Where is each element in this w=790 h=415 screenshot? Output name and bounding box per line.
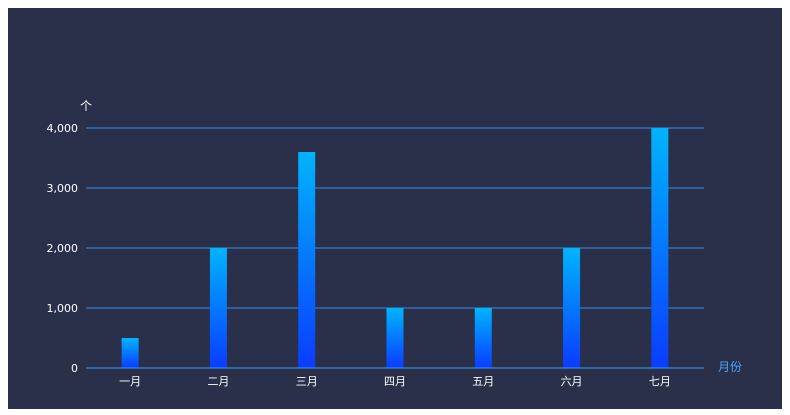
y-tick-label: 4,000 xyxy=(47,122,79,135)
x-tick-label: 五月 xyxy=(472,375,494,388)
y-tick-label: 3,000 xyxy=(47,182,79,195)
x-axis-tick-labels: 一月 二月 三月 四月 五月 六月 七月 xyxy=(119,375,671,388)
x-tick-label: 七月 xyxy=(649,375,671,388)
y-tick-label: 0 xyxy=(71,362,78,375)
bar[interactable] xyxy=(474,308,492,368)
x-tick-label: 六月 xyxy=(561,375,583,388)
bars xyxy=(121,128,669,368)
bar[interactable] xyxy=(563,248,581,368)
x-tick-label: 四月 xyxy=(384,375,406,388)
x-tick-label: 一月 xyxy=(119,375,141,388)
bar[interactable] xyxy=(651,128,669,368)
bar[interactable] xyxy=(209,248,227,368)
grid-lines xyxy=(86,127,704,309)
y-axis-tick-labels: 0 1,000 2,000 3,000 4,000 xyxy=(47,122,79,375)
y-tick-label: 2,000 xyxy=(47,242,79,255)
x-tick-label: 二月 xyxy=(207,375,229,388)
bar[interactable] xyxy=(121,338,139,368)
bar[interactable] xyxy=(386,308,404,368)
x-tick-label: 三月 xyxy=(296,375,318,388)
y-tick-label: 1,000 xyxy=(47,302,79,315)
x-axis-name-label: 月份 xyxy=(718,360,742,374)
y-axis-unit-label: 个 xyxy=(80,99,92,113)
bar[interactable] xyxy=(298,152,316,368)
